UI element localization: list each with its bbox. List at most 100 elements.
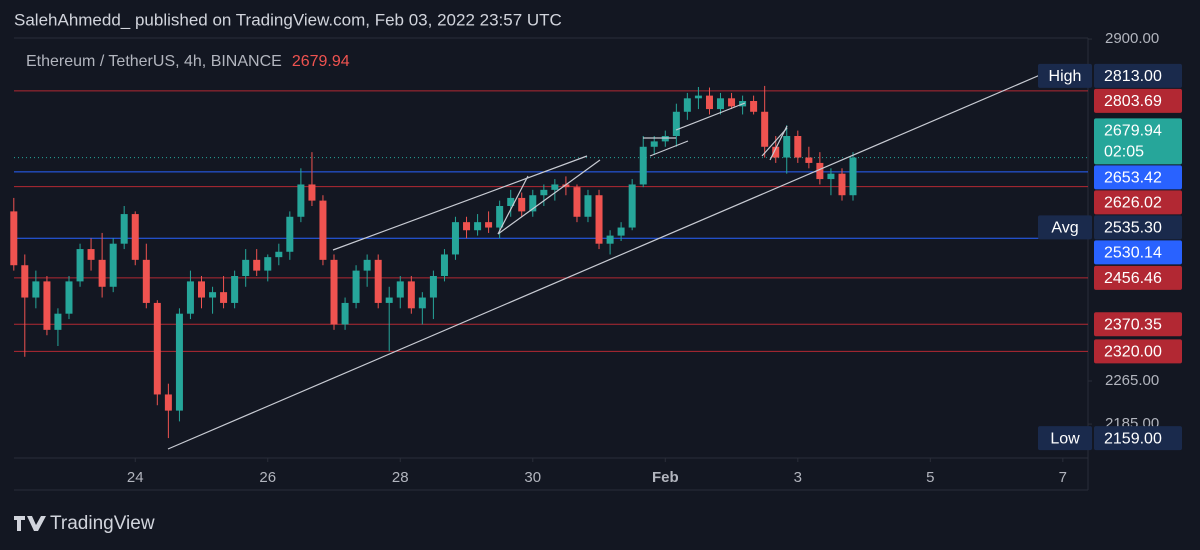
candle-body [584,195,592,217]
marker-tag [1094,426,1182,451]
candle-body [98,259,106,287]
candle-body [451,222,459,255]
level-tag-label: 2626.02 [1104,195,1162,212]
marker-tag [1094,63,1182,88]
level-tag-label: 2320.00 [1104,344,1162,361]
candle-body [87,249,95,260]
candle-body [761,111,769,147]
marker-tag-label: 2813.00 [1104,68,1162,85]
marker-tag-label: 2159.00 [1104,430,1162,447]
trend-line [497,159,601,235]
candle-body [164,394,172,411]
candle-body [750,101,758,112]
candle-body [529,195,537,212]
candle-body [705,95,713,110]
candle-body [209,292,217,298]
candle-body [407,281,415,309]
candle-body [65,281,73,314]
candle-body [120,214,128,244]
trend-line [332,155,588,251]
trend-line [167,74,1041,450]
candle-body [109,243,117,287]
candle-body [186,281,194,314]
last-price-tag [1094,118,1182,165]
candle-body [440,254,448,276]
candle-body [496,206,504,228]
candle-body [540,189,548,196]
candle-body [429,276,437,298]
y-tick-label: 2900.00 [1105,30,1159,47]
candle-body [606,235,614,244]
candle-body [286,216,294,252]
x-tick-label: 7 [1059,469,1067,486]
candle-body [10,211,18,266]
candle-body [385,297,393,303]
candle-body [728,98,736,107]
y-tick-label: 2265.00 [1105,372,1159,389]
candle-body [43,281,51,330]
trend-drawings [167,74,1041,450]
candle-body [153,302,161,395]
trend-line [675,102,746,131]
level-tag-label: 2653.42 [1104,170,1162,187]
level-tag-label: 2456.46 [1104,270,1162,287]
candle-body [352,270,360,303]
candle-body [54,313,62,330]
candle-body [816,162,824,180]
level-tag [1094,190,1182,215]
candle-body [198,281,206,298]
candle-body [573,187,581,217]
marker-name-box [1038,426,1092,451]
candle-body [639,146,647,185]
trend-line [497,175,529,235]
candle-body [683,98,691,112]
candle-body [827,173,835,180]
candle-body [242,259,250,276]
candle-body [661,136,669,142]
candle-body [485,222,493,228]
level-tag [1094,165,1182,190]
logo-text: TradingView [50,513,155,534]
x-tick-label: 28 [392,469,409,486]
candle-body [650,141,658,147]
level-tag-label: 2803.69 [1104,93,1162,110]
marker-name-box [1038,63,1092,88]
trend-line [761,127,788,157]
candle-body [363,259,371,271]
candle-body [231,276,239,303]
candle-body [319,200,327,260]
candle-body [551,184,559,190]
candle-body [694,95,702,99]
marker-name: Low [1050,430,1080,447]
candle-body [562,184,570,188]
last-price-label: 2679.94 [1104,123,1162,140]
candle-body [849,157,857,196]
level-tag [1094,312,1182,337]
marker-name: Avg [1051,220,1078,237]
candle-body [772,146,780,158]
countdown: 02:05 [1104,144,1144,161]
candle-body [32,281,40,298]
marker-tag [1094,215,1182,240]
candle-body [253,259,261,271]
candle-body [330,259,338,325]
x-tick-label: Feb [652,469,679,486]
title-last-price: 2679.94 [292,53,350,70]
level-tag [1094,88,1182,113]
candle-body [175,313,183,411]
candle-body [220,292,228,303]
candle-body [297,184,305,217]
candle-body [396,281,404,298]
candle-body [794,136,802,158]
marker-name: High [1049,68,1082,85]
plot-area [10,85,1088,439]
candle-body [341,302,349,325]
x-tick-label: 30 [524,469,541,486]
logo-mark [14,516,46,531]
x-tick-label: 3 [794,469,802,486]
chart-title: Ethereum / TetherUS, 4h, BINANCE [26,53,282,70]
x-tick-label: 24 [127,469,144,486]
candle-body [21,265,29,298]
x-tick-label: 26 [259,469,276,486]
